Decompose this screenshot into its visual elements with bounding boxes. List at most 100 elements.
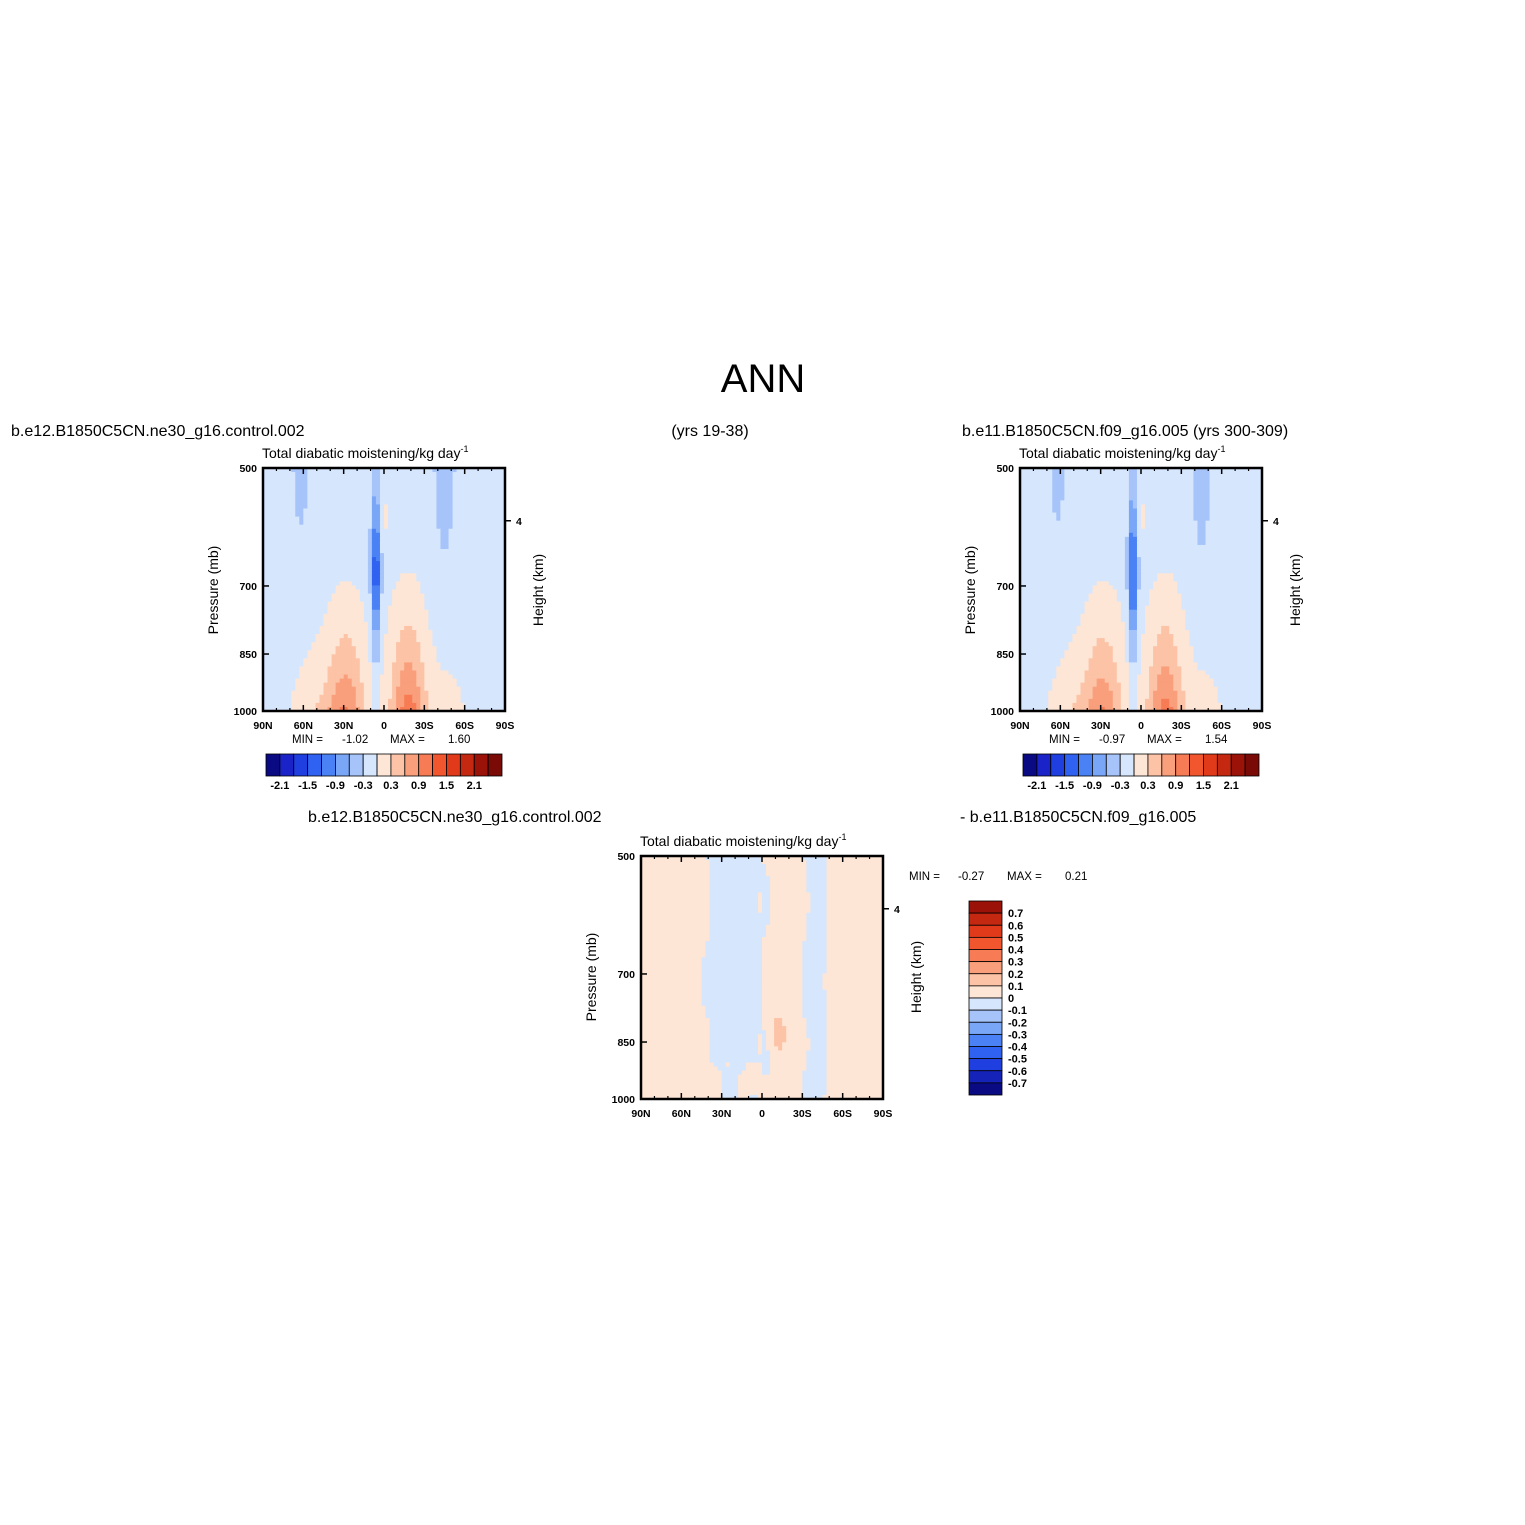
contour-cell [1185, 488, 1190, 493]
contour-cell [412, 658, 417, 663]
contour-cell [287, 581, 292, 587]
contour-cell [420, 638, 425, 643]
contour-cell [359, 512, 365, 518]
contour-cell [1193, 528, 1199, 534]
contour-cell [379, 630, 385, 635]
contour-cell [355, 472, 361, 477]
contour-cell [1024, 512, 1029, 518]
contour-cell [295, 613, 300, 619]
contour-cell [416, 666, 421, 672]
contour-cell [1177, 484, 1182, 489]
contour-cell [480, 488, 486, 493]
contour-cell [456, 573, 462, 578]
contour-cell [1076, 544, 1082, 550]
contour-cell [500, 621, 506, 627]
contour-cell [1229, 500, 1235, 506]
contour-cell [1064, 532, 1069, 538]
contour-cell [480, 528, 486, 534]
contour-cell [424, 480, 429, 485]
contour-cell [476, 601, 482, 607]
contour-cell [303, 601, 308, 607]
contour-cell [263, 512, 268, 518]
contour-cell [263, 646, 268, 651]
contour-cell [1217, 480, 1223, 485]
contour-cell [408, 589, 413, 595]
contour-cell [400, 694, 405, 700]
contour-cell [1056, 532, 1061, 538]
contour-cell [432, 557, 438, 562]
contour-cell [1032, 532, 1037, 538]
contour-cell [428, 617, 433, 623]
panel-2-title-text: Total diabatic moistening/kg day [1019, 445, 1217, 461]
contour-cell [460, 516, 466, 522]
contour-cell [1096, 540, 1102, 546]
contour-cell [456, 585, 462, 591]
contour-cell [339, 496, 345, 501]
contour-cell [339, 581, 345, 587]
contour-cell [440, 650, 446, 655]
contour-cell [1040, 553, 1045, 558]
contour-cell [1060, 512, 1065, 518]
contour-cell [1189, 536, 1195, 542]
contour-cell [1181, 516, 1186, 522]
contour-cell [343, 577, 349, 582]
contour-cell [472, 650, 478, 655]
contour-cell [1132, 532, 1138, 538]
contour-cell [283, 476, 288, 481]
contour-cell [416, 601, 421, 607]
contour-cell [311, 536, 317, 542]
contour-cell [1213, 512, 1219, 518]
contour-cell [327, 605, 333, 611]
contour-cell [315, 589, 321, 595]
contour-cell [404, 589, 409, 595]
contour-cell [1104, 480, 1110, 485]
contour-cell [1193, 512, 1199, 518]
contour-cell [1096, 524, 1102, 530]
contour-cell [1213, 520, 1219, 526]
contour-cell [428, 678, 433, 684]
contour-cell [456, 472, 462, 477]
contour-cell [488, 540, 494, 546]
contour-cell [404, 642, 409, 647]
contour-cell [396, 561, 401, 566]
contour-cell [291, 577, 296, 582]
contour-cell [1201, 472, 1207, 477]
contour-cell [295, 605, 300, 611]
contour-cell [1104, 516, 1110, 522]
contour-cell [1249, 508, 1255, 514]
contour-cell [1193, 549, 1199, 554]
contour-cell [359, 658, 365, 663]
contour-cell [1032, 484, 1037, 489]
contour-cell [335, 585, 341, 591]
contour-cell [359, 589, 365, 595]
contour-cell [319, 540, 325, 546]
contour-cell [1124, 516, 1130, 522]
contour-cell [492, 544, 498, 550]
contour-cell [375, 553, 381, 558]
contour-cell [448, 488, 454, 493]
contour-cell [412, 476, 417, 481]
contour-cell [271, 593, 276, 599]
contour-cell [1141, 468, 1146, 473]
contour-cell [428, 472, 433, 477]
contour-cell [295, 585, 300, 591]
contour-cell [456, 706, 462, 712]
contour-cell [412, 601, 417, 607]
contour-cell [432, 609, 438, 615]
contour-cell [416, 613, 421, 619]
contour-cell [319, 573, 325, 578]
contour-cell [456, 642, 462, 647]
contour-cell [359, 544, 365, 550]
contour-cell [347, 476, 353, 481]
contour-cell [464, 480, 470, 485]
contour-cell [500, 476, 506, 481]
contour-cell [448, 630, 454, 635]
contour-cell [456, 646, 462, 651]
contour-cell [496, 520, 502, 526]
contour-cell [295, 553, 300, 558]
contour-cell [1197, 532, 1203, 538]
contour-cell [456, 589, 462, 595]
contour-cell [275, 630, 280, 635]
contour-cell [484, 662, 490, 668]
contour-cell [416, 630, 421, 635]
